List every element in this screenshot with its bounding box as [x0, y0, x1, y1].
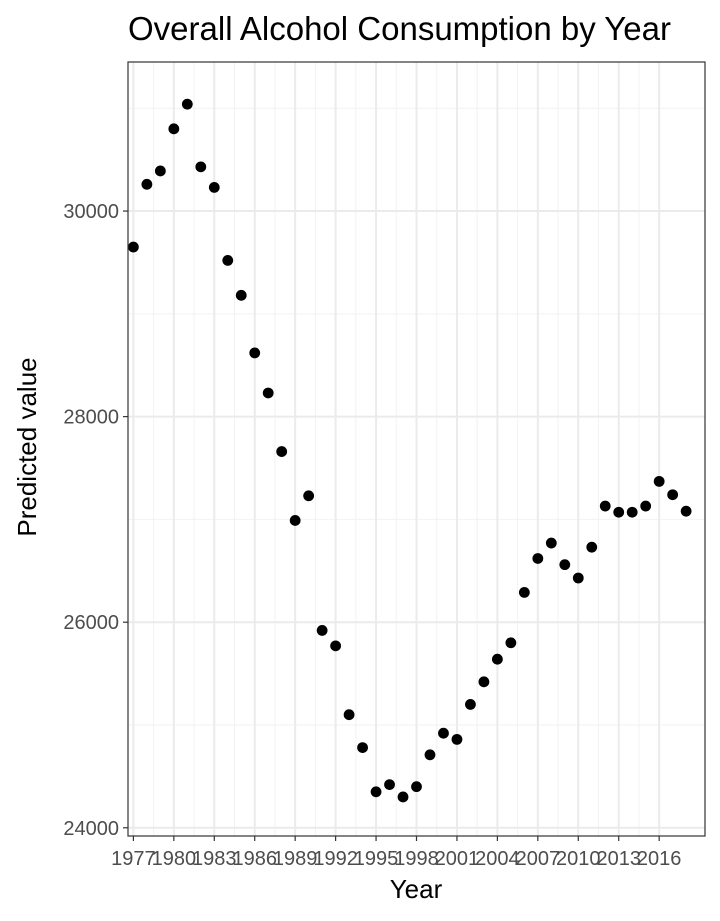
data-point [518, 586, 530, 598]
x-tick-label: 1989 [273, 848, 318, 870]
y-tick-label: 28000 [63, 407, 119, 429]
x-tick-label: 1995 [354, 848, 399, 870]
chart-title: Overall Alcohol Consumption by Year [128, 10, 671, 47]
x-tick-label: 2001 [435, 848, 480, 870]
data-point [262, 387, 274, 399]
data-point [208, 182, 220, 193]
y-axis-ticks: 24000 26000 28000 30000 [63, 201, 128, 840]
data-point [330, 640, 342, 652]
data-point [249, 347, 261, 359]
x-tick-label: 2016 [637, 848, 682, 870]
x-tick-label: 1992 [313, 848, 358, 870]
data-point [181, 98, 193, 110]
data-point [667, 489, 679, 501]
data-point [222, 254, 234, 266]
y-tick-label: 24000 [63, 818, 119, 840]
data-point [127, 241, 139, 253]
x-axis-title: Year [390, 874, 443, 904]
data-point [505, 637, 517, 649]
y-tick-label: 30000 [63, 201, 119, 223]
data-point [613, 506, 625, 518]
data-point [154, 165, 166, 177]
data-point [370, 786, 382, 798]
data-point [559, 559, 571, 571]
data-point [532, 553, 544, 564]
data-point [276, 446, 288, 457]
data-point [626, 506, 638, 518]
data-point [424, 749, 436, 761]
data-point [343, 709, 355, 721]
data-point [451, 733, 463, 745]
data-point [491, 653, 503, 665]
data-point [303, 490, 315, 502]
data-point [653, 475, 665, 487]
data-point [411, 781, 422, 793]
x-tick-label: 1977 [111, 848, 156, 870]
data-point [586, 541, 598, 553]
y-tick-label: 26000 [63, 612, 119, 634]
data-point [235, 289, 247, 301]
data-point [572, 572, 584, 584]
y-axis-title: Predicted value [12, 357, 42, 536]
data-point [384, 779, 395, 791]
x-tick-label: 2004 [475, 848, 520, 870]
data-point [465, 699, 476, 710]
x-tick-label: 1986 [232, 848, 277, 870]
x-tick-label: 1998 [394, 848, 439, 870]
x-tick-label: 2010 [556, 848, 601, 870]
x-axis-ticks: 1977198019831986198919921995199820012004… [111, 836, 681, 870]
data-point [438, 727, 449, 739]
x-tick-label: 2007 [516, 848, 561, 870]
data-point [397, 791, 409, 803]
data-point [599, 500, 611, 512]
data-point [545, 537, 557, 549]
major-gridlines [128, 62, 705, 836]
data-point [316, 625, 328, 636]
data-points [127, 98, 692, 803]
x-tick-label: 1983 [192, 848, 237, 870]
data-point [478, 676, 490, 688]
data-point [640, 500, 652, 512]
data-point [289, 515, 301, 526]
x-tick-label: 2013 [596, 848, 641, 870]
data-point [195, 161, 207, 173]
data-point [141, 178, 153, 190]
data-point [680, 505, 692, 517]
data-point [357, 742, 368, 754]
data-point [168, 123, 180, 135]
x-tick-label: 1980 [152, 848, 197, 870]
